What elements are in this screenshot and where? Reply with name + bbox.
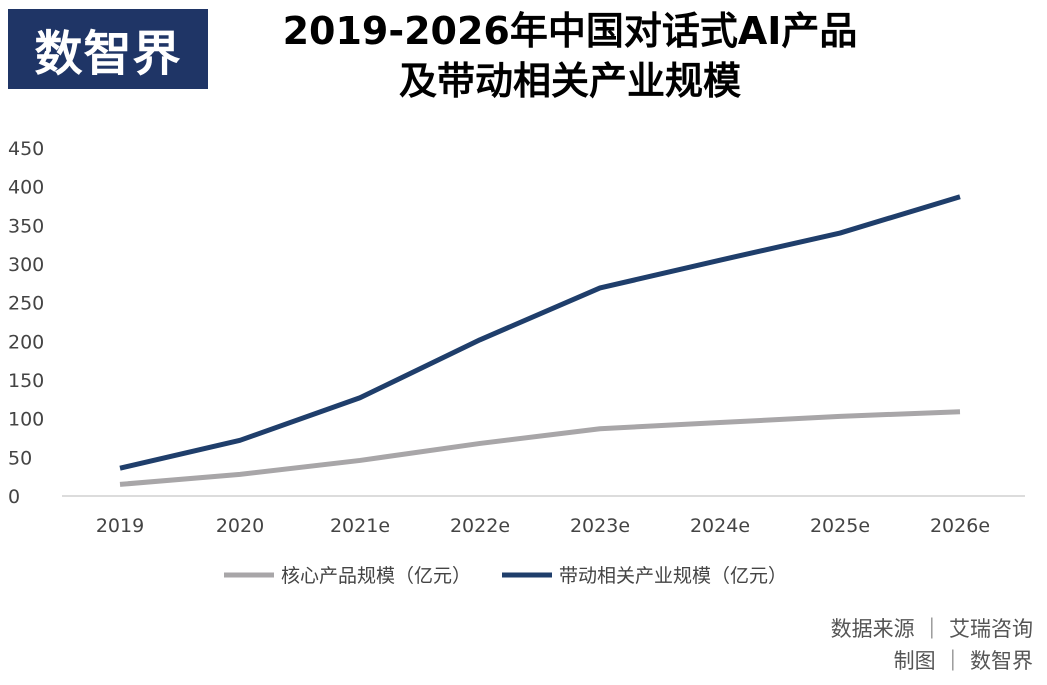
y-tick-label: 50 (8, 447, 32, 469)
chart-title: 2019-2026年中国对话式AI产品 及带动相关产业规模 (230, 6, 910, 106)
chart-title-line-2: 及带动相关产业规模 (398, 59, 741, 103)
series-line-2 (119, 194, 961, 471)
brand-logo: 数智界 (8, 9, 208, 89)
brand-logo-text: 数智界 (34, 26, 182, 82)
y-tick-label: 250 (8, 293, 44, 315)
y-tick-label: 150 (8, 370, 44, 392)
y-tick-label: 0 (8, 486, 20, 508)
legend-label-2: 带动相关产业规模（亿元） (559, 565, 787, 587)
y-tick-label: 300 (8, 254, 44, 276)
x-tick-label: 2024e (690, 515, 750, 537)
x-tick-label: 2023e (570, 515, 630, 537)
legend-label-1: 核心产品规模（亿元） (281, 565, 471, 587)
source-note: 数据来源 ｜ 艾瑞咨询 制图 ｜ 数智界 (831, 613, 1033, 677)
x-tick-label: 2019 (96, 515, 144, 537)
source-line-1: 数据来源 ｜ 艾瑞咨询 (830, 617, 1033, 641)
y-tick-label: 350 (8, 215, 44, 237)
y-tick-label: 400 (8, 177, 44, 199)
y-tick-label: 100 (8, 409, 44, 431)
x-tick-label: 2022e (450, 515, 510, 537)
y-tick-label: 450 (8, 138, 44, 160)
source-line-2: 制图 ｜ 数智界 (893, 649, 1033, 673)
series-line-1 (119, 409, 961, 487)
x-tick-label: 2025e (810, 515, 870, 537)
y-tick-label: 200 (8, 331, 44, 353)
chart-title-line-1: 2019-2026年中国对话式AI产品 (282, 9, 858, 53)
x-tick-label: 2026e (930, 515, 990, 537)
x-tick-label: 2020 (216, 515, 264, 537)
x-tick-label: 2021e (330, 515, 390, 537)
